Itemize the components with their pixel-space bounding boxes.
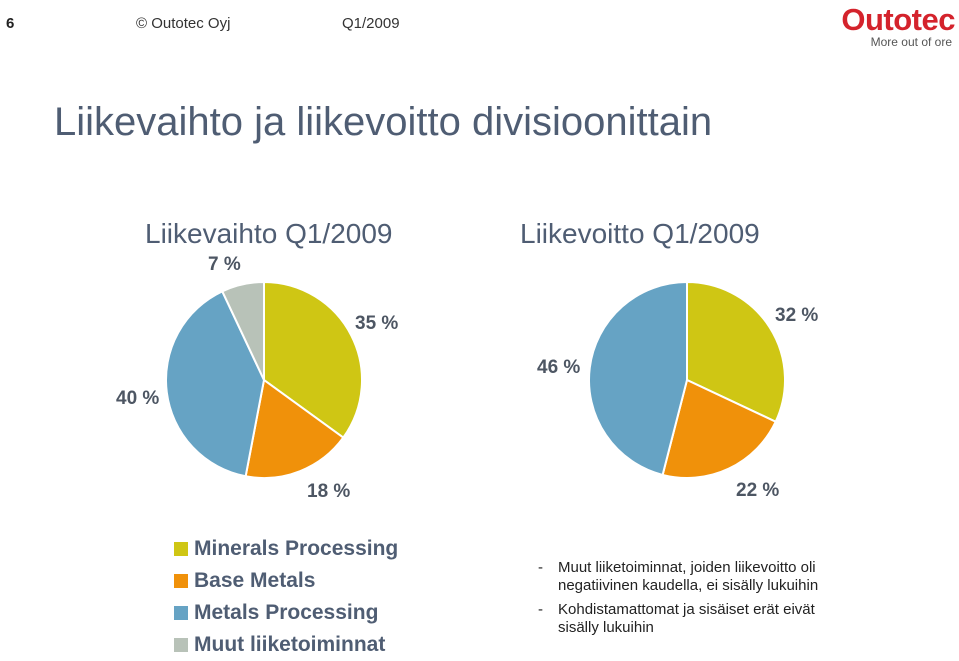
pie1-label-muut-liiketoiminnat: 7 % [208, 254, 241, 275]
legend-label: Minerals Processing [194, 537, 399, 560]
legend-swatch [174, 542, 188, 556]
period-text: Q1/2009 [342, 15, 400, 32]
logo-wordmark: Outotec [841, 2, 955, 37]
pie2-label-base-metals: 22 % [736, 480, 780, 501]
legend-label: Metals Processing [194, 601, 379, 624]
pie-chart-liikevoitto [588, 280, 786, 479]
legend-item-base-metals: Base Metals [174, 565, 398, 597]
pie2-label-minerals-processing: 32 % [775, 305, 819, 326]
pie2-slice-metals-processing [588, 280, 688, 477]
legend-swatch [174, 606, 188, 620]
pie1-slice-metals-processing [165, 289, 266, 478]
footnote-item: - Kohdistamattomat ja sisäiset erät eivä… [538, 601, 858, 637]
legend-item-muut-liiketoiminnat: Muut liiketoiminnat [174, 629, 398, 661]
chart-title-liikevaihto: Liikevaihto Q1/2009 [145, 218, 393, 249]
legend-label: Muut liiketoiminnat [194, 633, 386, 656]
pie1-label-base-metals: 18 % [307, 481, 351, 502]
pie2-label-metals-processing: 46 % [537, 357, 581, 378]
outotec-logo: Outotec More out of ore [833, 2, 955, 52]
pie-chart-liikevaihto [165, 280, 363, 479]
slide-number: 6 [6, 15, 15, 32]
chart-legend: Minerals Processing Base Metals Metals P… [174, 533, 398, 661]
footnote-text: Muut liiketoiminnat, joiden liikevoitto … [558, 559, 819, 594]
footnotes: - Muut liiketoiminnat, joiden liikevoitt… [538, 559, 858, 643]
pie1-slice-base-metals [244, 378, 345, 479]
pie2-slice-base-metals [661, 378, 778, 479]
legend-item-minerals-processing: Minerals Processing [174, 533, 398, 565]
legend-swatch [174, 574, 188, 588]
footnote-text: Kohdistamattomat ja sisäiset erät eivät … [558, 601, 815, 636]
pie2-slice-minerals-processing [686, 280, 786, 424]
pie1-slice-minerals-processing [263, 280, 363, 440]
legend-label: Base Metals [194, 569, 316, 592]
pie1-label-metals-processing: 40 % [116, 388, 160, 409]
logo-tagline: More out of ore [870, 35, 952, 49]
footnote-dash: - [538, 559, 543, 576]
legend-item-metals-processing: Metals Processing [174, 597, 398, 629]
pie1-label-minerals-processing: 35 % [355, 313, 399, 334]
copyright-text: © Outotec Oyj [136, 15, 231, 32]
page-title: Liikevaihto ja liikevoitto divisioonitta… [54, 100, 713, 144]
chart-title-liikevoitto: Liikevoitto Q1/2009 [520, 218, 760, 249]
footnote-dash: - [538, 601, 543, 618]
pie1-slice-muut-liiketoiminnat [220, 280, 265, 381]
footnote-item: - Muut liiketoiminnat, joiden liikevoitt… [538, 559, 858, 595]
legend-swatch [174, 638, 188, 652]
